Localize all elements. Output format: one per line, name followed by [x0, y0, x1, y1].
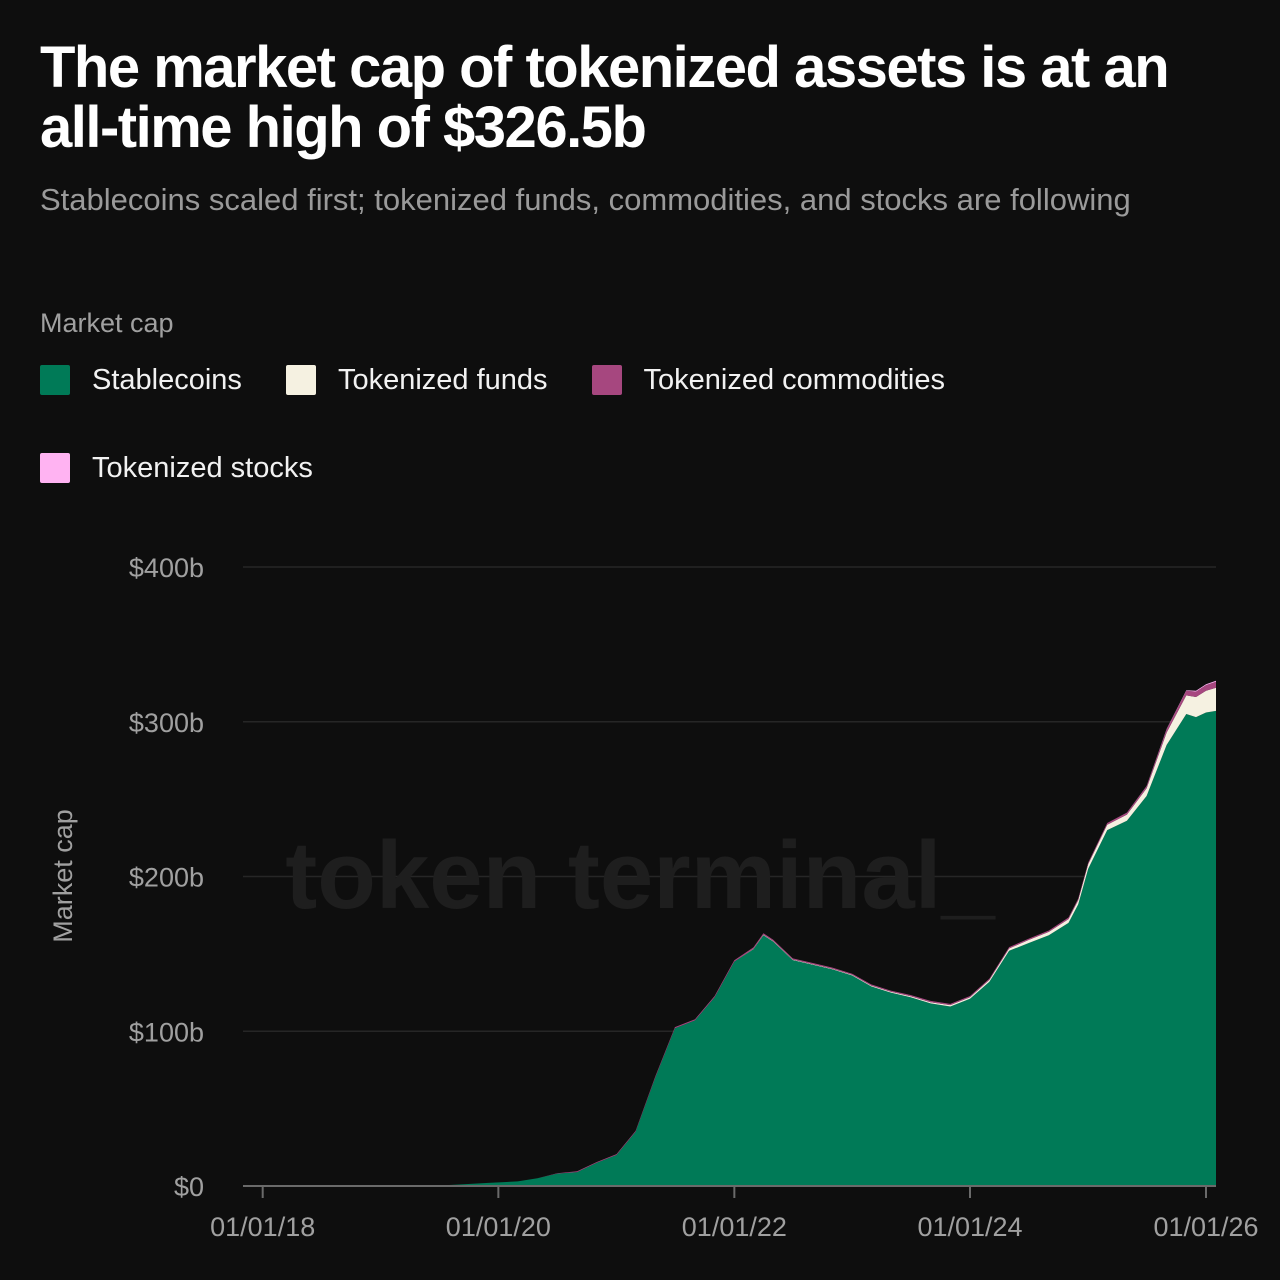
y-tick-label: $100b	[129, 1017, 204, 1047]
chart-subtitle: Stablecoins scaled first; tokenized fund…	[40, 182, 1131, 217]
stacked-areas	[243, 680, 1216, 1186]
legend-swatch-tokenized-funds	[285, 365, 316, 395]
watermark: token terminal_	[285, 822, 996, 929]
legend-swatch-tokenized-stocks	[40, 453, 70, 483]
legend-item-tokenized-commodities[interactable]: Tokenized commodities	[591, 362, 945, 398]
y-axis-label: Market cap	[48, 809, 78, 943]
chart-area: token terminal_ $0 $100b $200b $300b $400b 0…	[48, 553, 1259, 1242]
x-axis-ticks: 01/01/18 01/01/20 01/01/22 01/01/24 01/01/26	[210, 1186, 1259, 1242]
x-tick-label: 01/01/22	[682, 1212, 787, 1242]
legend-title: Market cap	[40, 308, 174, 338]
y-tick-label: $200b	[129, 863, 204, 893]
legend-label-tokenized-commodities: Tokenized commodities	[643, 363, 945, 396]
y-axis-tick-labels: $0 $100b $200b $300b $400b	[129, 553, 204, 1202]
legend-item-stablecoins[interactable]: Stablecoins	[40, 362, 242, 398]
area-stablecoins	[243, 710, 1216, 1186]
legend: Stablecoins Tokenized funds Tokenized co…	[40, 362, 1240, 486]
chart-title: The market cap of tokenized assets is at…	[40, 35, 1170, 160]
x-tick-label: 01/01/26	[1153, 1212, 1258, 1242]
y-tick-label: $0	[174, 1172, 204, 1202]
legend-swatch-tokenized-commodities	[591, 365, 622, 395]
legend-item-tokenized-stocks[interactable]: Tokenized stocks	[40, 450, 313, 486]
y-tick-label: $400b	[129, 553, 204, 583]
legend-item-tokenized-funds[interactable]: Tokenized funds	[285, 362, 548, 398]
legend-label-tokenized-stocks: Tokenized stocks	[92, 451, 313, 484]
x-tick-label: 01/01/24	[917, 1212, 1022, 1242]
legend-label-tokenized-funds: Tokenized funds	[337, 363, 548, 396]
legend-swatch-stablecoins	[40, 365, 70, 395]
x-tick-label: 01/01/20	[446, 1212, 551, 1242]
legend-label-stablecoins: Stablecoins	[92, 363, 242, 396]
x-tick-label: 01/01/18	[210, 1212, 315, 1242]
y-tick-label: $300b	[129, 708, 204, 738]
